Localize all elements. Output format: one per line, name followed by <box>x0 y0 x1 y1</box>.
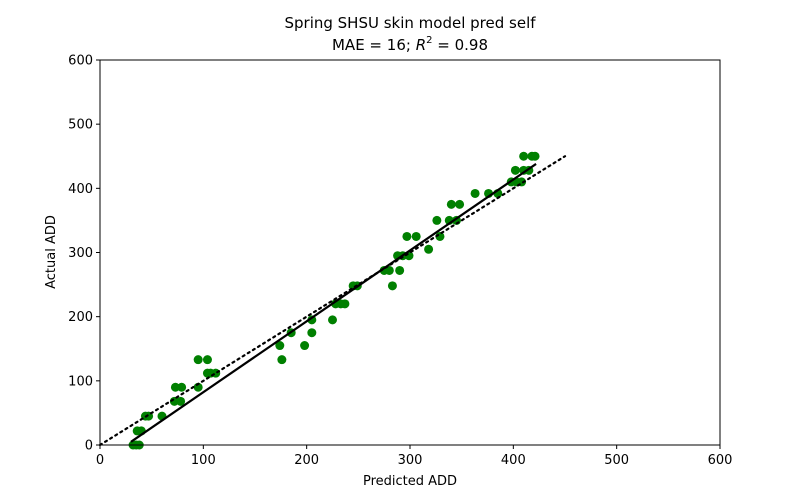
subtitle-prefix: MAE = 16; <box>332 36 416 54</box>
x-tick-label: 500 <box>604 453 629 468</box>
subtitle-r: R <box>416 36 426 54</box>
data-point-38 <box>411 231 421 241</box>
x-tick-label: 300 <box>398 453 423 468</box>
y-tick-label: 600 <box>68 54 93 69</box>
y-tick-label: 400 <box>68 182 93 197</box>
x-tick-label: 200 <box>294 453 319 468</box>
subtitle-suffix: = 0.98 <box>433 36 489 54</box>
subtitle-sup: 2 <box>426 35 432 46</box>
y-tick-label: 300 <box>68 246 93 261</box>
identity-line <box>98 155 567 447</box>
data-point-57 <box>530 151 540 161</box>
data-point-55 <box>519 151 529 161</box>
data-point-21 <box>300 341 310 351</box>
chart-subtitle: MAE = 16; R2 = 0.98 <box>332 35 488 54</box>
x-tick-label: 100 <box>191 453 216 468</box>
fit-line <box>130 163 537 443</box>
data-point-46 <box>470 188 480 198</box>
data-point-39 <box>424 244 434 254</box>
x-axis-label: Predicted ADD <box>363 474 457 489</box>
plot-area <box>98 151 567 450</box>
y-axis-label: Actual ADD <box>44 215 59 289</box>
data-point-13 <box>193 355 203 365</box>
chart-title: Spring SHSU skin model pred self <box>284 14 536 32</box>
x-axis: 0 100 200 300 400 500 600 <box>96 445 733 468</box>
data-point-11 <box>177 382 187 392</box>
data-point-45 <box>455 199 465 209</box>
x-tick-label: 0 <box>96 453 104 468</box>
x-tick-label: 400 <box>501 453 526 468</box>
data-point-27 <box>340 299 350 309</box>
data-point-31 <box>384 265 394 275</box>
data-point-18 <box>275 341 285 351</box>
y-axis: 0 100 200 300 400 500 600 <box>68 54 100 454</box>
data-point-9 <box>176 396 186 406</box>
data-point-23 <box>307 315 317 325</box>
y-tick-label: 200 <box>68 310 93 325</box>
data-point-10 <box>170 382 180 392</box>
y-tick-label: 500 <box>68 118 93 133</box>
data-point-32 <box>387 281 397 291</box>
data-point-24 <box>328 315 337 325</box>
data-point-19 <box>277 355 287 365</box>
data-point-40 <box>432 215 442 225</box>
data-point-37 <box>402 231 412 241</box>
data-point-44 <box>446 199 456 209</box>
data-point-22 <box>307 328 317 338</box>
data-point-33 <box>395 265 405 275</box>
y-tick-label: 0 <box>85 439 93 454</box>
y-tick-label: 100 <box>68 374 93 389</box>
data-point-14 <box>202 355 212 365</box>
x-tick-label: 600 <box>708 453 733 468</box>
data-point-52 <box>510 165 520 175</box>
